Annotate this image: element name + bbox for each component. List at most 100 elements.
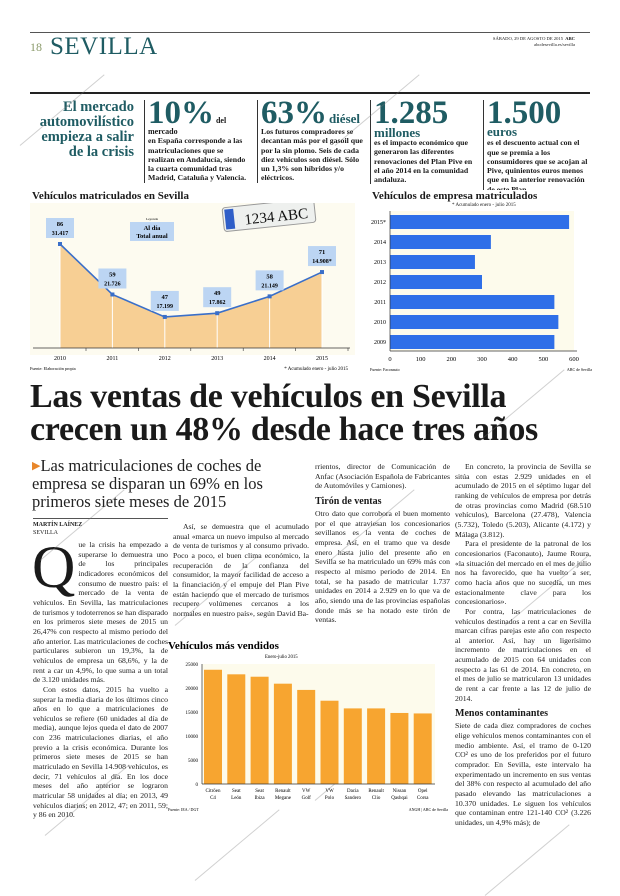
page-number: 18 — [30, 40, 42, 54]
x-tick-label: 2015 — [316, 356, 328, 362]
bar — [390, 255, 475, 269]
brand-text: ABC — [565, 36, 575, 41]
y-tick-label: 5000 — [188, 759, 199, 764]
y-tick-label: 2009 — [374, 340, 386, 346]
data-label-total: 21.149 — [261, 283, 278, 289]
license-plate-text: 1234 ABC — [244, 206, 309, 229]
arrow-icon: ▶ — [32, 460, 41, 472]
y-tick-label: 10000 — [186, 735, 199, 740]
x-tick-label: Corsa — [417, 796, 429, 801]
bar — [204, 669, 222, 784]
stat-box: 10% del mercado en España corresponde a l… — [144, 97, 252, 183]
data-point — [162, 314, 167, 319]
data-label-box — [255, 270, 284, 291]
data-label-box — [46, 218, 74, 238]
x-tick-label: Seat — [255, 789, 264, 794]
hbar-chart: 2015* 2014 2013 2012 2011 2010 2009 0 100 200 300 4… — [370, 211, 592, 372]
bar — [413, 713, 432, 784]
data-point — [110, 292, 115, 297]
eu-strip-icon — [224, 208, 236, 230]
y-tick-label: 2012 — [374, 280, 386, 286]
paragraph: Otro dato que corrobora el buen momento … — [315, 508, 450, 625]
top-rule — [30, 32, 590, 33]
x-tick-label: Seat — [232, 789, 241, 794]
y-tick-label: 25000 — [186, 663, 199, 668]
data-label-total: 17.862 — [209, 300, 226, 306]
data-point — [320, 270, 324, 275]
y-tick-label: 2015* — [371, 220, 386, 226]
x-tick-label: Nissan — [393, 789, 407, 794]
stat-unit: euros — [487, 124, 518, 139]
stats-tagline: El mercado automovilístico empieza a sal… — [39, 99, 134, 160]
issue-date: SÁBADO, 29 DE AGOSTO DE 2015 ABC abcdese… — [440, 36, 575, 48]
x-tick-label: Citröen — [206, 789, 221, 794]
chart-source: Fuente: Faconauto — [370, 367, 400, 372]
date-text: SÁBADO, 29 DE AGOSTO DE 2015 — [492, 36, 563, 41]
x-tick-label: Opel — [418, 789, 428, 794]
bar — [390, 295, 555, 309]
x-tick-label: VW — [325, 789, 334, 794]
site-url[interactable]: abcdesevilla.es/sevilla — [534, 42, 575, 47]
chart-source: Fuente: IEA / DGT — [168, 807, 199, 812]
section-title: SEVILLA — [50, 33, 158, 60]
article-column-4: En concreto, la provincia de Sevilla se … — [455, 462, 591, 828]
x-tick-label: Polo — [325, 796, 335, 801]
x-tick-label: Sandero — [345, 796, 362, 801]
bar — [273, 683, 292, 784]
bar — [390, 215, 570, 229]
x-tick-label: Golf — [302, 796, 312, 801]
drop-cap: Q — [32, 534, 76, 600]
license-plate-icon — [221, 203, 317, 232]
stat-unit: del mercado — [148, 116, 227, 136]
stat-number: 10% — [148, 95, 214, 131]
x-tick-label: Clio — [372, 796, 381, 801]
chart-credit: ANGH | ABC de Sevilla — [409, 807, 448, 812]
y-tick-label: 2010 — [374, 320, 386, 326]
x-tick-label: 400 — [508, 356, 518, 363]
data-label-total: 14.908* — [312, 259, 332, 265]
x-tick-label: Megane — [275, 796, 292, 801]
paragraph: Para el presidente de la patronal de los… — [455, 539, 591, 607]
bar — [343, 708, 362, 784]
stat-number: 63% — [261, 95, 327, 131]
data-point — [215, 311, 220, 316]
bar — [390, 275, 482, 289]
data-label-daily: 49 — [214, 290, 221, 297]
headline-line-2: crecen un 48% desde hace tres años — [30, 411, 538, 448]
data-label-total: 21.726 — [104, 281, 121, 287]
hbar-chart-title: Vehículos de empresa matriculados — [372, 190, 540, 202]
line-chart: 86 31.417 2010 59 21.726 2011 47 17.199 2012 49 17… — [30, 203, 355, 372]
chart-source: Fuente: Elaboración propia — [30, 366, 76, 371]
stat-text: es el impacto económico que generaron la… — [374, 138, 473, 185]
data-label-daily: 71 — [319, 249, 326, 256]
stat-text: en España corresponde a las matriculacio… — [148, 136, 247, 183]
data-label-daily: 58 — [266, 273, 273, 280]
x-tick-label: Renault — [368, 789, 384, 794]
x-tick-label: VW — [302, 789, 311, 794]
x-tick-label: 2013 — [211, 356, 223, 362]
data-label-total: 31.417 — [52, 231, 69, 237]
data-label-box — [150, 290, 179, 311]
paragraph: Así, se demuestra que el acumulado anual… — [173, 522, 309, 618]
data-label-box — [203, 287, 232, 308]
chart-title: Vehículos más vendidos — [168, 640, 280, 652]
bar — [390, 315, 559, 329]
line-chart-title: Vehículos matriculados en Sevilla — [32, 190, 191, 202]
x-tick-label: 100 — [416, 356, 426, 363]
x-tick-label: 300 — [477, 356, 487, 363]
paragraph: ue la crisis ha empezado a superarse lo … — [33, 540, 168, 685]
bar — [250, 676, 269, 784]
paragraph: Por contra, las matriculaciones de vehíc… — [455, 606, 591, 703]
stat-box: 63% diésel Los futuros compradores se dec… — [257, 97, 365, 183]
y-tick-label: 2011 — [374, 300, 386, 306]
stat-box: 1.285 millones es el impacto económico que… — [370, 97, 478, 185]
legend-daily: Al día — [144, 225, 162, 232]
chart-subtitle: Enero-julio 2015 — [265, 655, 298, 660]
bar — [390, 235, 491, 249]
area-fill — [60, 244, 322, 348]
x-tick-label: Dacia — [347, 789, 359, 794]
stat-unit: diésel — [328, 111, 361, 126]
author: MARTÍN LAÍNEZ — [33, 522, 83, 528]
y-tick-label: 20000 — [186, 687, 199, 692]
